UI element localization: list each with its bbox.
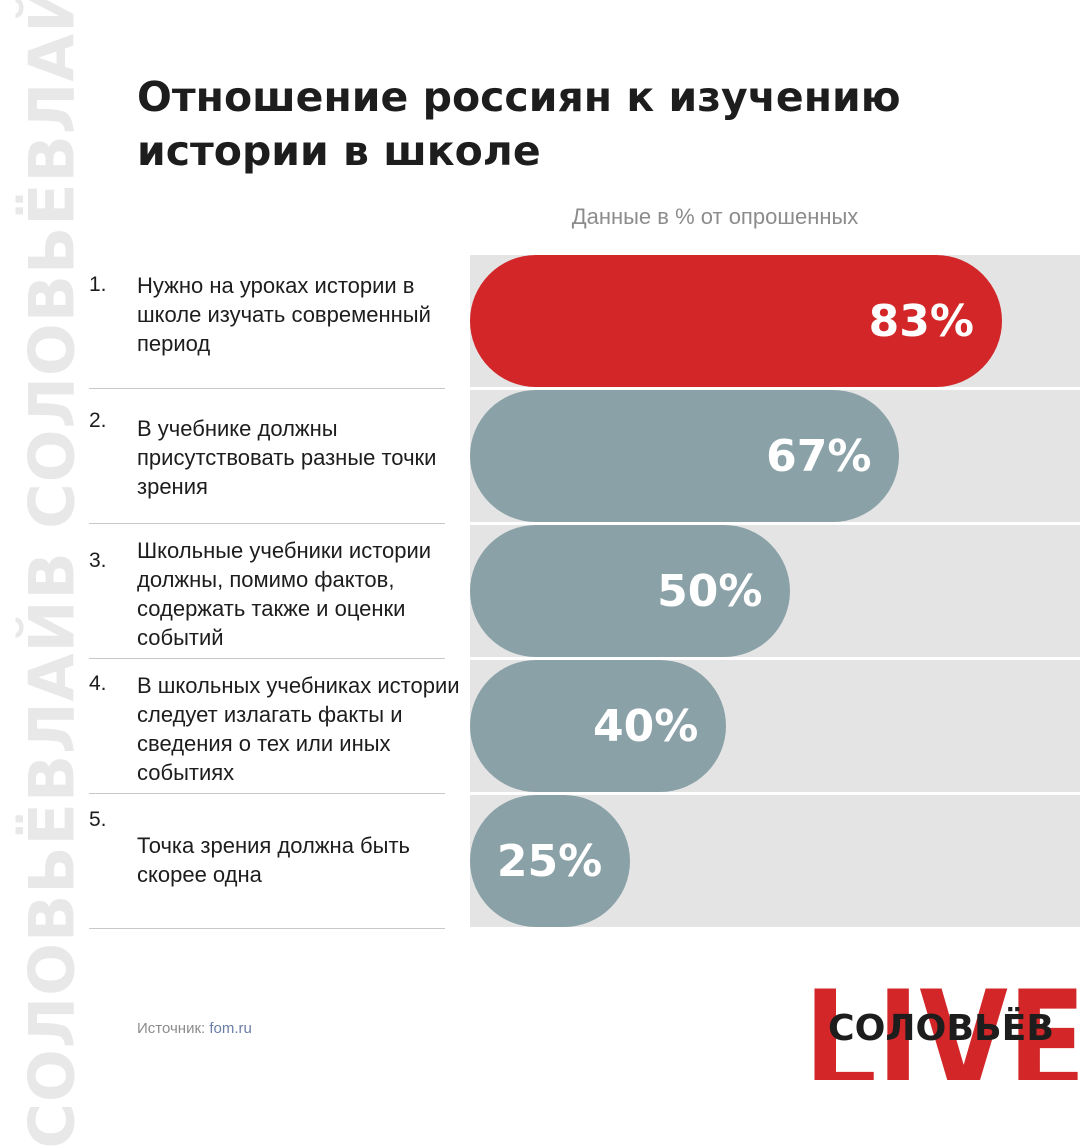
bar-value-label: 67% [766, 430, 872, 482]
bar: 83% [470, 255, 1002, 387]
bar-value-label: 50% [657, 565, 763, 617]
category-label: Школьные учебники истории должны, помимо… [137, 538, 432, 650]
bar: 67% [470, 390, 900, 522]
category-label: Нужно на уроках истории в школе изучать … [137, 273, 431, 356]
row-divider [89, 388, 445, 389]
bar-row: 50% 3. Школьные учебники истории должны, п… [0, 525, 1080, 659]
chart-title: Отношение россиян к изучению истории в ш… [137, 73, 901, 175]
bar: 40% [470, 660, 727, 792]
bar-row: 40% 4. В школьных учебниках истории следуе… [0, 660, 1080, 794]
logo-live-text: LIVE [808, 980, 1080, 1080]
source-note: Источник: fom.ru [137, 1020, 252, 1037]
bar-row: 67% 2. В учебнике должны присутствовать ра… [0, 390, 1080, 524]
bar-value-label: 40% [593, 700, 699, 752]
category-label: Точка зрения должна быть скорее одна [137, 833, 411, 887]
bar: 25% [470, 795, 631, 927]
bar: 50% [470, 525, 791, 657]
row-number: 1. [89, 273, 107, 296]
source-link[interactable]: fom.ru [209, 1020, 252, 1037]
logo-name-text: СОЛОВЬЁВ [828, 1007, 1054, 1049]
row-divider [89, 793, 445, 794]
source-label: Источник: [137, 1020, 206, 1037]
row-number: 4. [89, 672, 107, 695]
category-label: В школьных учебниках истории следует изл… [137, 673, 460, 785]
row-number: 5. [89, 808, 107, 831]
category-label: В учебнике должны присутствовать разные … [137, 416, 437, 499]
row-number: 2. [89, 409, 107, 432]
bar-value-label: 25% [496, 835, 603, 887]
brand-logo: LIVE СОЛОВЬЁВ [808, 980, 1080, 1080]
chart-subtitle: Данные в % от опрошенных [571, 204, 859, 229]
row-divider [89, 523, 445, 524]
row-divider [89, 658, 445, 659]
row-number: 3. [89, 549, 107, 572]
bar-row: 25% 5. Точка зрения должна быть скорее одн… [0, 795, 1080, 929]
bar-value-label: 83% [868, 295, 974, 347]
bar-row: 83% 1. Нужно на уроках истории в школе изу… [0, 255, 1080, 389]
row-divider [89, 928, 445, 929]
